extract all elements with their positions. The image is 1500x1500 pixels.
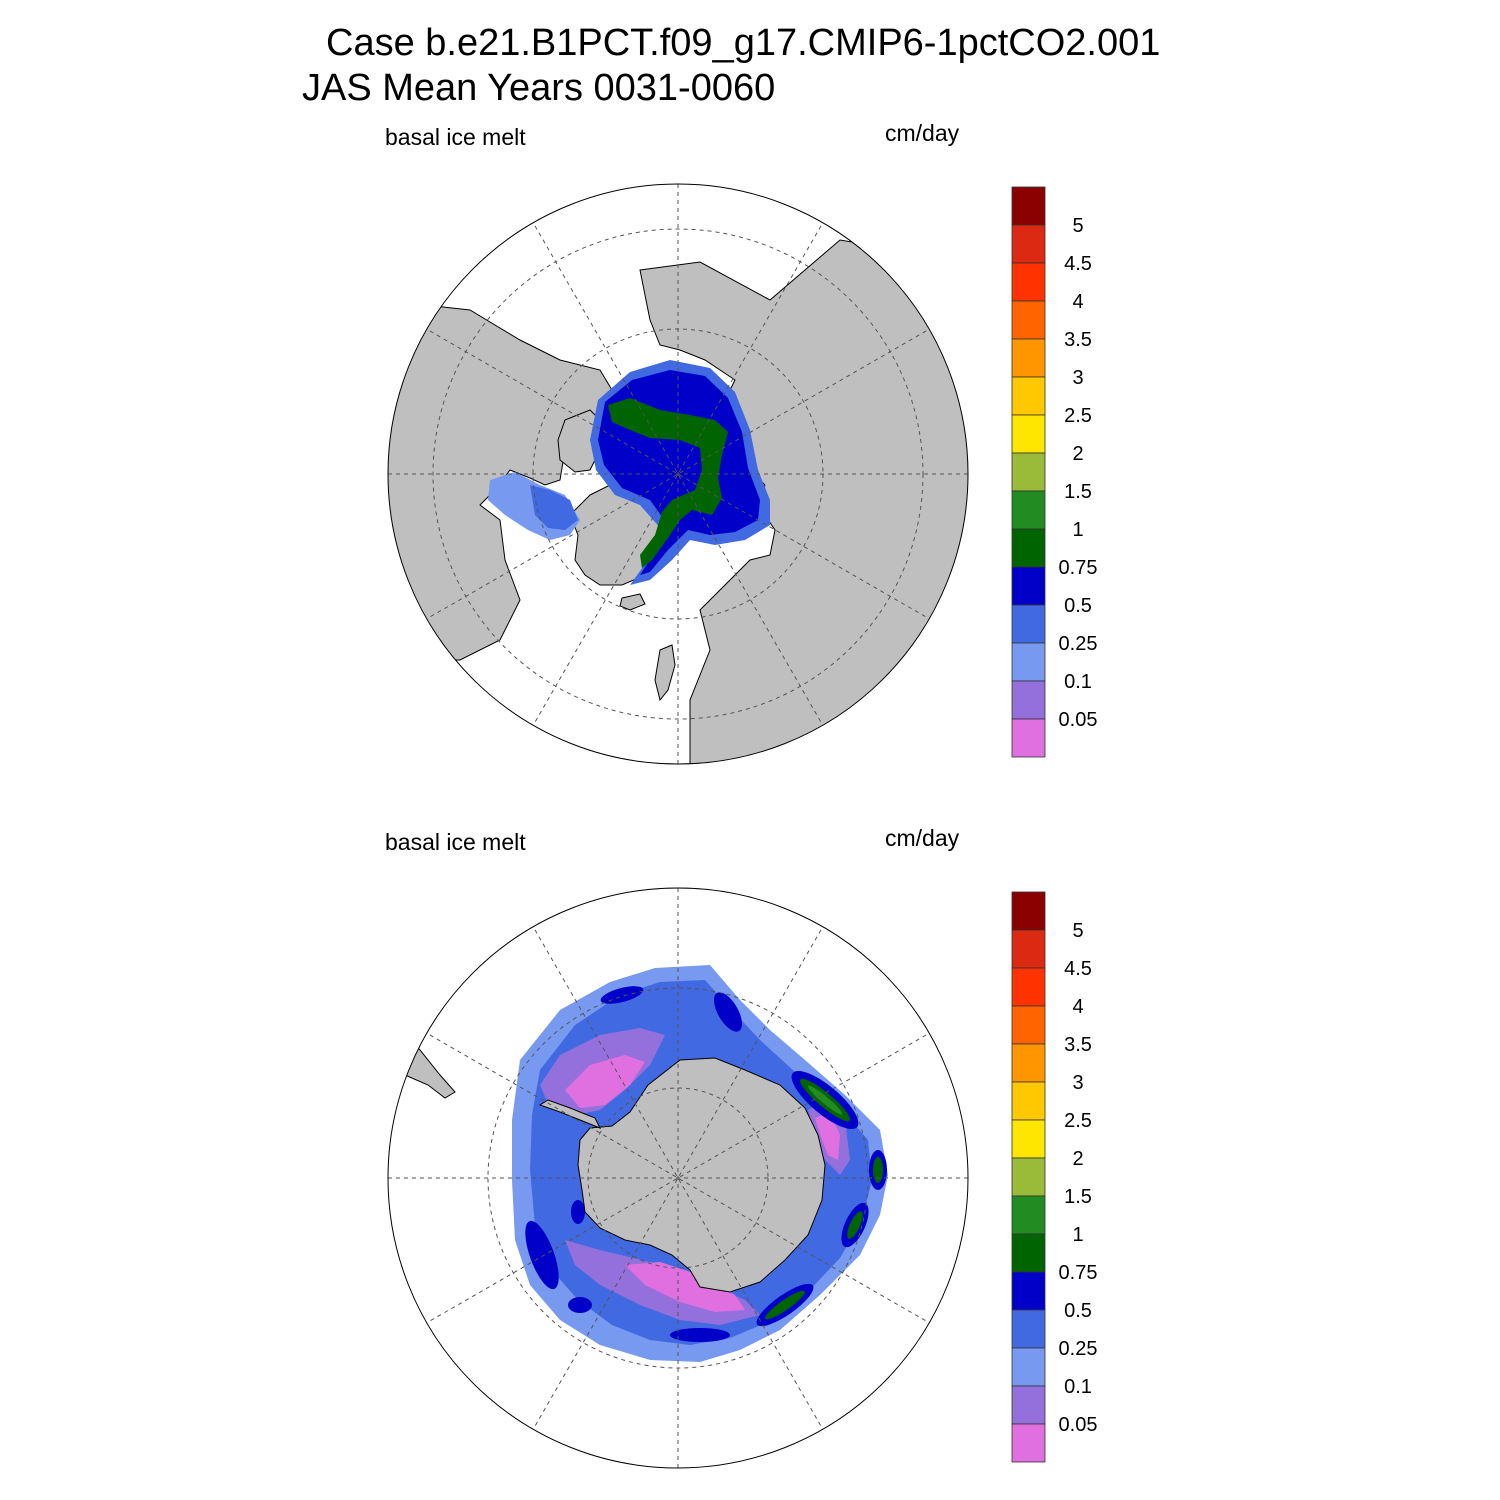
south-colorbar-tick-label: 4 — [1072, 996, 1083, 1018]
north-colorbar-swatch — [1011, 528, 1046, 568]
south-melt-0.5-northwest — [600, 986, 644, 1004]
north-colorbar-swatch — [1011, 452, 1046, 492]
south-melt-0.75-south — [765, 1290, 805, 1320]
north-colorbar-tick-label: 0.75 — [1059, 557, 1098, 579]
north-colorbar-tick-label: 1.5 — [1064, 481, 1092, 503]
south-melt-0.5-inner-west — [571, 1200, 585, 1224]
north-colorbar-tick-label: 4.5 — [1064, 253, 1092, 275]
south-melt-0.5-southwest — [568, 1297, 592, 1313]
south-colorbar-swatch — [1011, 1423, 1046, 1463]
north-panel: basal ice melt cm/day — [385, 120, 1098, 765]
south-colorbar-swatch — [1011, 1195, 1046, 1235]
south-colorbar-tick-label: 2.5 — [1064, 1110, 1092, 1132]
north-colorbar-tick-label: 0.05 — [1059, 709, 1098, 731]
south-colorbar-swatch — [1011, 1347, 1046, 1387]
south-colorbar-tick-label: 3.5 — [1064, 1034, 1092, 1056]
north-units-label: cm/day — [885, 120, 960, 146]
south-colorbar-swatch — [1011, 1043, 1046, 1083]
north-colorbar-tick-label: 0.1 — [1064, 671, 1092, 693]
north-colorbar-swatch — [1011, 680, 1046, 720]
south-melt-0.5-west — [525, 1220, 559, 1290]
north-land-iceland — [619, 593, 646, 611]
south-colorbar-tick-label: 1 — [1072, 1224, 1083, 1246]
south-map-border — [387, 887, 969, 1469]
south-colorbar-swatch — [1011, 1233, 1046, 1273]
south-colorbar-tick-label: 3 — [1072, 1072, 1083, 1094]
north-colorbar-tick-label: 2 — [1072, 443, 1083, 465]
south-colorbar-tick-label: 0.1 — [1064, 1376, 1092, 1398]
north-colorbar-swatch — [1011, 566, 1046, 606]
north-colorbar-tick-label: 3.5 — [1064, 329, 1092, 351]
south-colorbar-swatch — [1011, 929, 1046, 969]
north-colorbar-tick-label: 0.5 — [1064, 595, 1092, 617]
south-colorbar-swatch — [1011, 1005, 1046, 1045]
south-melt-0.5-bottom — [670, 1328, 730, 1342]
north-melt-0.25-baffin — [530, 485, 578, 530]
south-colorbar-swatch — [1011, 1081, 1046, 1121]
south-colorbar-tick-label: 0.5 — [1064, 1300, 1092, 1322]
south-colorbar-swatch — [1011, 1119, 1046, 1159]
south-colorbar-tick-label: 2 — [1072, 1148, 1083, 1170]
north-colorbar-swatch — [1011, 224, 1046, 264]
north-colorbar-swatch — [1011, 262, 1046, 302]
south-colorbar-swatch — [1011, 1385, 1046, 1425]
south-melt-pink-ross — [625, 1262, 745, 1312]
south-melt-pink-weddell — [565, 1055, 645, 1108]
north-colorbar-swatch — [1011, 300, 1046, 340]
south-colorbar-tick-label: 4.5 — [1064, 958, 1092, 980]
south-colorbar-swatch — [1011, 891, 1046, 931]
north-variable-label: basal ice melt — [385, 124, 526, 150]
north-map-border — [387, 183, 969, 765]
south-colorbar-tick-label: 0.75 — [1059, 1262, 1098, 1284]
south-colorbar-swatch — [1011, 1157, 1046, 1197]
south-variable-label: basal ice melt — [385, 829, 526, 855]
south-colorbar-swatch — [1011, 967, 1046, 1007]
south-melt-0.75-southeast — [847, 1211, 863, 1239]
figure-title-line2: JAS Mean Years 0031-0060 — [302, 67, 775, 109]
south-colorbar-tick-label: 0.25 — [1059, 1338, 1098, 1360]
north-colorbar-swatch — [1011, 186, 1046, 226]
south-panel: basal ice melt cm/day — [385, 825, 1098, 1469]
north-colorbar-tick-label: 4 — [1072, 291, 1083, 313]
north-colorbar-swatch — [1011, 414, 1046, 454]
north-colorbar: 5 4.5 4 3.5 3 2.5 2 1.5 1 0.75 0.5 0.25 0.1 0.05 — [1011, 186, 1098, 758]
figure-title-line1: Case b.e21.B1PCT.f09_g17.CMIP6-1pctCO2.0… — [326, 22, 1160, 64]
south-colorbar-swatch — [1011, 1271, 1046, 1311]
north-graticule — [388, 184, 968, 764]
north-melt-0.75-band — [608, 398, 728, 568]
south-melt-pink-east — [815, 1112, 840, 1160]
north-colorbar-swatch — [1011, 338, 1046, 378]
north-colorbar-tick-label: 0.25 — [1059, 633, 1098, 655]
south-melt-1-east-coast — [807, 1085, 843, 1115]
north-land-uk — [654, 644, 676, 702]
north-map — [388, 184, 968, 764]
south-colorbar-tick-label: 0.05 — [1059, 1414, 1098, 1436]
south-colorbar-tick-label: 5 — [1072, 920, 1083, 942]
north-colorbar-tick-label: 1 — [1072, 519, 1083, 541]
south-map — [388, 888, 968, 1468]
south-colorbar-tick-label: 1.5 — [1064, 1186, 1092, 1208]
north-colorbar-tick-label: 3 — [1072, 367, 1083, 389]
north-colorbar-tick-label: 2.5 — [1064, 405, 1092, 427]
south-units-label: cm/day — [885, 825, 960, 851]
south-colorbar: 5 4.5 4 3.5 3 2.5 2 1.5 1 0.75 0.5 0.25 0.1 0.05 — [1011, 891, 1098, 1463]
south-melt-0.5-north — [714, 992, 742, 1032]
north-colorbar-tick-label: 5 — [1072, 215, 1083, 237]
north-colorbar-swatch — [1011, 376, 1046, 416]
south-colorbar-swatch — [1011, 1309, 1046, 1349]
north-colorbar-swatch — [1011, 604, 1046, 644]
south-graticule — [388, 888, 968, 1468]
north-colorbar-swatch — [1011, 490, 1046, 530]
north-colorbar-swatch — [1011, 642, 1046, 682]
north-colorbar-swatch — [1011, 718, 1046, 758]
south-melt-0.75-east-edge — [873, 1157, 883, 1183]
south-land-antarctica — [577, 1057, 826, 1293]
